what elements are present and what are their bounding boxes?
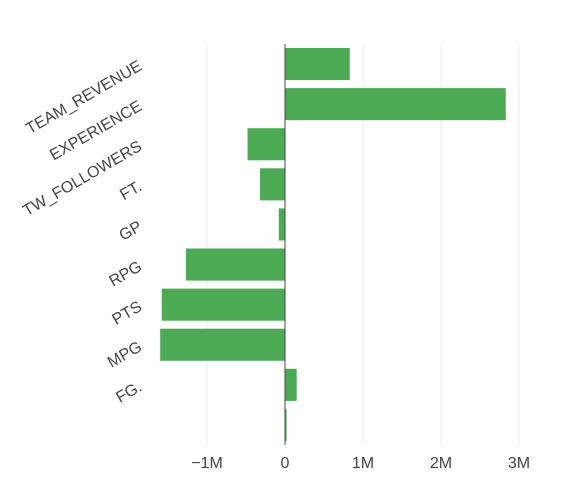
y-tick-label-team-revenue: TEAM_REVENUE bbox=[23, 58, 145, 138]
x-tick-label-0: −1M bbox=[191, 455, 223, 472]
x-axis-tick-labels: −1M 0 1M 2M 3M bbox=[191, 455, 530, 472]
y-axis-tick-labels: FG.MPGPTSRPGGPFT.TW_FOLLOWERSEXPERIENCET… bbox=[20, 58, 145, 407]
x-tick-label-1: 0 bbox=[281, 455, 290, 472]
bar-team-revenue bbox=[285, 48, 350, 81]
x-tick-label-2: 1M bbox=[352, 455, 374, 472]
bar-unlabeled bbox=[285, 408, 287, 441]
y-tick-label-gp: GP bbox=[116, 218, 145, 244]
x-tick-label-3: 2M bbox=[430, 455, 452, 472]
y-tick-label-ft-: FT. bbox=[117, 178, 145, 204]
bar-rpg bbox=[185, 248, 285, 281]
y-tick-label-pts: PTS bbox=[110, 298, 145, 328]
y-tick-label-mpg: MPG bbox=[105, 338, 145, 371]
bar-experience bbox=[285, 88, 506, 121]
bar-fg- bbox=[285, 368, 297, 401]
bar-pts bbox=[161, 288, 285, 321]
y-tick-label-rpg: RPG bbox=[106, 258, 145, 290]
bar-gp bbox=[278, 208, 285, 241]
bars bbox=[160, 48, 506, 441]
bar-mpg bbox=[160, 328, 285, 361]
bar-tw-followers bbox=[247, 128, 285, 161]
y-tick-label-fg-: FG. bbox=[113, 379, 145, 407]
bar-ft- bbox=[260, 168, 285, 201]
y-tick-label-tw-followers: TW_FOLLOWERS bbox=[20, 138, 145, 220]
x-tick-label-4: 3M bbox=[508, 455, 530, 472]
